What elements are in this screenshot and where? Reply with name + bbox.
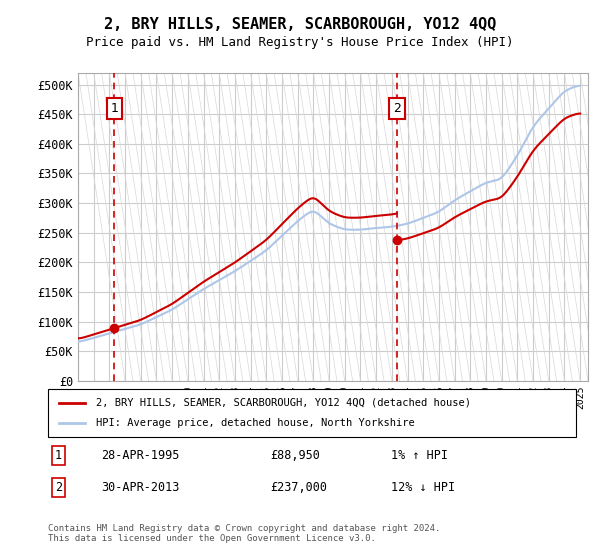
Text: 30-APR-2013: 30-APR-2013 (101, 482, 179, 494)
Text: 2: 2 (55, 482, 62, 494)
Text: Contains HM Land Registry data © Crown copyright and database right 2024.
This d: Contains HM Land Registry data © Crown c… (48, 524, 440, 543)
Text: HPI: Average price, detached house, North Yorkshire: HPI: Average price, detached house, Nort… (95, 418, 414, 428)
Text: 1: 1 (110, 102, 118, 115)
Text: 2, BRY HILLS, SEAMER, SCARBOROUGH, YO12 4QQ (detached house): 2, BRY HILLS, SEAMER, SCARBOROUGH, YO12 … (95, 398, 470, 408)
Text: 2, BRY HILLS, SEAMER, SCARBOROUGH, YO12 4QQ: 2, BRY HILLS, SEAMER, SCARBOROUGH, YO12 … (104, 17, 496, 32)
Text: 1% ↑ HPI: 1% ↑ HPI (391, 449, 448, 462)
Text: Price paid vs. HM Land Registry's House Price Index (HPI): Price paid vs. HM Land Registry's House … (86, 36, 514, 49)
Text: 2: 2 (393, 102, 401, 115)
Text: 28-APR-1995: 28-APR-1995 (101, 449, 179, 462)
FancyBboxPatch shape (48, 389, 576, 437)
Text: 1: 1 (55, 449, 62, 462)
Text: £237,000: £237,000 (270, 482, 327, 494)
Text: 12% ↓ HPI: 12% ↓ HPI (391, 482, 455, 494)
Text: £88,950: £88,950 (270, 449, 320, 462)
